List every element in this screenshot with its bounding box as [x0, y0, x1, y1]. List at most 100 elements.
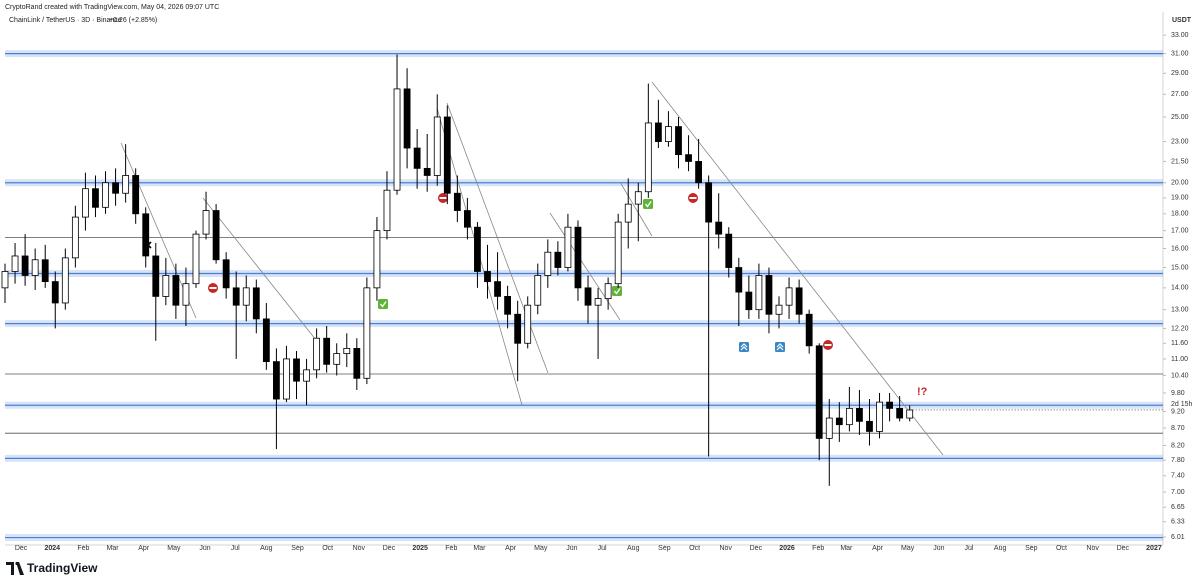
stop-icon [208, 283, 218, 293]
y-tick-label: 15.00 [1171, 264, 1189, 271]
x-tick-label: Aug [627, 545, 640, 552]
candle-body [534, 275, 542, 306]
y-unit: USDT [1172, 17, 1192, 24]
candle-body [705, 182, 713, 223]
candle-body [313, 337, 321, 371]
x-tick-label: Apr [138, 545, 150, 552]
x-tick-label: 2024 [44, 545, 60, 552]
y-tick-label: 7.00 [1171, 489, 1185, 496]
candle-body [463, 210, 471, 228]
candle-body [212, 210, 220, 261]
candle-body [71, 216, 79, 259]
candle-body [122, 175, 130, 194]
brand-name: TradingView [27, 561, 98, 575]
y-tick-label: 7.40 [1171, 473, 1185, 480]
x-tick-label: Dec [750, 545, 763, 552]
candle-body [82, 188, 89, 218]
candle-body [845, 407, 853, 426]
candle-body [393, 88, 401, 191]
candle-body [594, 298, 602, 306]
check-icon [378, 299, 388, 309]
y-tick-label: 12.20 [1171, 325, 1189, 332]
candle-body [112, 182, 119, 194]
candle-body [665, 126, 672, 142]
y-tick-label: 31.00 [1171, 50, 1189, 57]
candle-body [835, 417, 843, 426]
up-icon [739, 342, 749, 352]
candle-body [474, 226, 481, 272]
candle-body [433, 116, 441, 176]
x-tick-label: May [167, 545, 181, 552]
y-tick-label: 16.00 [1171, 245, 1189, 252]
candle-body [785, 287, 793, 306]
candle-body [544, 251, 552, 276]
candle-body [574, 226, 582, 289]
candle-body [222, 259, 230, 289]
candle-body [695, 161, 702, 184]
y-tick-label: 18.00 [1171, 211, 1189, 218]
candle-body [484, 271, 491, 283]
x-tick-label: Dec [383, 545, 396, 552]
y-tick-label: 6.01 [1171, 534, 1185, 541]
candle-body [896, 407, 904, 419]
candle-body [51, 281, 59, 304]
countdown: 2d 15h [1171, 401, 1193, 408]
candle-body [363, 287, 371, 379]
candle-body [262, 318, 270, 363]
trendline [651, 81, 944, 456]
y-tick-label: 25.00 [1171, 114, 1189, 121]
y-tick-label: 17.00 [1171, 227, 1189, 234]
candle-body [715, 221, 723, 235]
candle-body [21, 255, 29, 276]
trendline [202, 197, 321, 346]
candle-body [514, 313, 522, 344]
candle-body [172, 275, 180, 306]
credit: CryptoRand created with TradingView.com,… [5, 4, 219, 11]
candle-body [182, 283, 190, 306]
candle-body [765, 275, 773, 315]
candle-body [192, 233, 200, 285]
candle-body [815, 345, 823, 439]
x-tick-label: Dec [1117, 545, 1130, 552]
candle-body [92, 188, 99, 208]
candle-body [654, 122, 662, 142]
y-tick-label: 8.70 [1171, 425, 1185, 432]
candle-body [373, 230, 381, 289]
candle-body [876, 401, 883, 432]
candle-body [675, 126, 682, 156]
change: +0.26 (+2.85%) [109, 17, 157, 24]
check-icon [643, 199, 653, 209]
symbol: ChainLink / TetherUS · 3D · Binance [9, 17, 122, 24]
up-icon [775, 342, 785, 352]
candle-body [423, 167, 431, 176]
x-tick-label: Jun [933, 545, 944, 552]
candle-body [494, 281, 501, 297]
stop-icon [688, 193, 698, 203]
candle-body [413, 147, 421, 169]
trendlines [120, 81, 944, 456]
x-tick-label: Feb [77, 545, 89, 552]
x-tick-label: Jul [965, 545, 974, 552]
candle-body [504, 295, 512, 315]
candle-body [303, 369, 310, 382]
x-tick-label: Apr [872, 545, 884, 552]
y-tick-label: 21.50 [1171, 158, 1189, 165]
y-tick-label: 8.20 [1171, 442, 1185, 449]
candle-body [162, 275, 170, 297]
candle-body [132, 175, 140, 215]
y-tick-label: 19.00 [1171, 195, 1189, 202]
candle-body [443, 116, 451, 194]
candle-body [323, 337, 331, 365]
x-tick-label: Nov [720, 545, 733, 552]
x-tick-label: Sep [658, 545, 671, 552]
x-tick-label: Jun [199, 545, 210, 552]
annotation: !? [917, 386, 928, 398]
candle-body [745, 291, 753, 311]
candle-body [825, 417, 833, 439]
candle-body [142, 213, 150, 257]
candle-body [584, 287, 592, 306]
candle-body [554, 251, 562, 268]
candle-body [886, 401, 893, 409]
x-tick-label: 2025 [412, 545, 428, 552]
